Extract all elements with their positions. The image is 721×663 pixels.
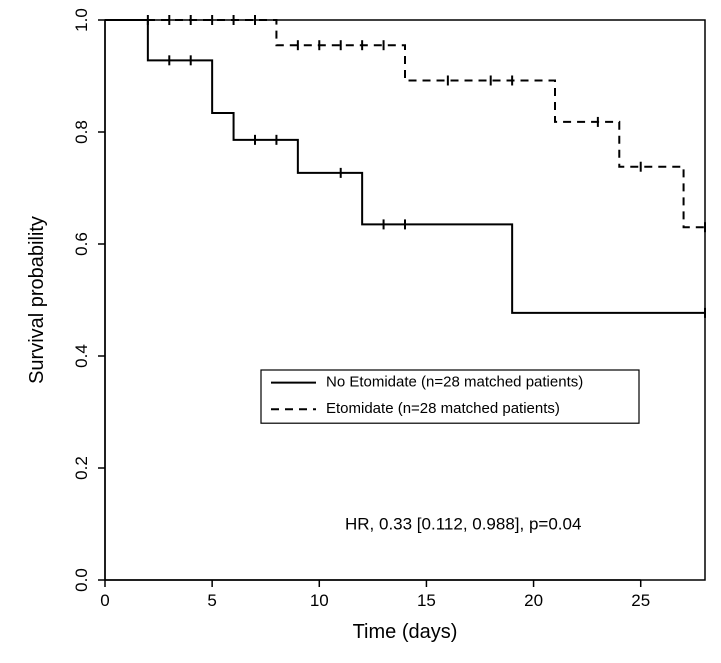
legend-label: No Etomidate (n=28 matched patients) bbox=[326, 374, 583, 391]
y-tick-label: 0.2 bbox=[72, 456, 91, 480]
x-tick-label: 20 bbox=[524, 591, 543, 610]
y-tick-label: 1.0 bbox=[72, 8, 91, 32]
km-chart-svg: 0 5 10 15 20 25 0.0 0.2 0.4 0.6 0.8 1.0 Time (days) S… bbox=[0, 0, 721, 663]
series-etomidate bbox=[105, 20, 705, 227]
km-chart-container: 0 5 10 15 20 25 0.0 0.2 0.4 0.6 0.8 1.0 Time (days) S… bbox=[0, 0, 721, 663]
legend-label: Etomidate (n=28 matched patients) bbox=[326, 400, 560, 417]
plot-border bbox=[105, 20, 705, 580]
y-tick-label: 0.0 bbox=[72, 568, 91, 592]
y-tick-label: 0.4 bbox=[72, 344, 91, 368]
x-tick-label: 0 bbox=[100, 591, 109, 610]
hr-annotation: HR, 0.33 [0.112, 0.988], p=0.04 bbox=[345, 515, 581, 534]
x-tick-label: 15 bbox=[417, 591, 436, 610]
x-tick-label: 10 bbox=[310, 591, 329, 610]
y-axis-label: Survival probability bbox=[26, 216, 48, 384]
x-axis-label: Time (days) bbox=[353, 621, 458, 643]
x-tick-label: 25 bbox=[631, 591, 650, 610]
x-tick-label: 5 bbox=[207, 591, 216, 610]
y-tick-label: 0.8 bbox=[72, 120, 91, 144]
y-tick-label: 0.6 bbox=[72, 232, 91, 256]
